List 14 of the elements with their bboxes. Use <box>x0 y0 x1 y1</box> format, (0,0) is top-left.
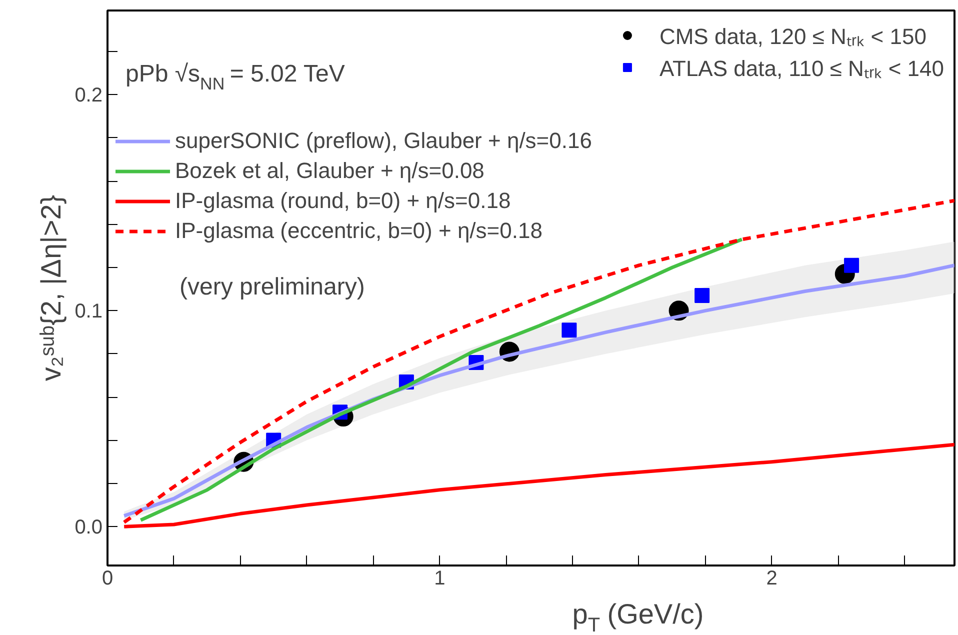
legend-label: IP-glasma (eccentric, b=0) + η/s=0.18 <box>175 217 542 245</box>
y-tick-label: 0.2 <box>74 84 103 107</box>
y-axis-title: v₂ˢᵘᵇ{2, |Δη|>2} <box>36 194 67 382</box>
x-tick-label: 1 <box>434 568 446 590</box>
y-tick-label: 0.0 <box>74 516 103 539</box>
legend-label: IP-glasma (round, b=0) + η/s=0.18 <box>175 187 511 215</box>
annotation: (very preliminary) <box>180 274 365 300</box>
legend-label: CMS data, 120 ≤ Nₜᵣₖ < 150 <box>659 23 926 50</box>
x-tick-label: 2 <box>766 568 778 590</box>
legend-label: ATLAS data, 110 ≤ Nₜᵣₖ < 140 <box>659 55 944 82</box>
legend-label: superSONIC (preflow), Glauber + η/s=0.16 <box>175 127 592 155</box>
y-tick-label: 0.1 <box>74 300 103 323</box>
x-tick-label: 0 <box>102 568 114 590</box>
legend-label: Bozek et al, Glauber + η/s=0.08 <box>175 157 484 185</box>
